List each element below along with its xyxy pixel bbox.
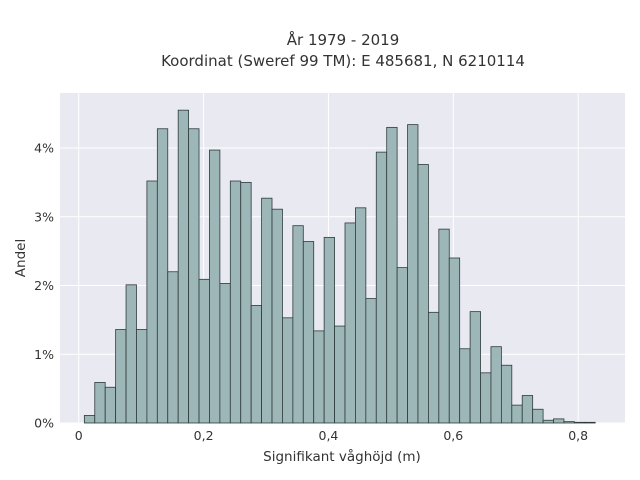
histogram-bar <box>146 180 158 424</box>
histogram-bar <box>219 283 231 424</box>
y-tick-labels: 0% 1% 2% 3% 4% <box>34 141 54 431</box>
histogram-bar <box>104 386 117 424</box>
histogram-bar <box>584 421 596 424</box>
histogram-bar <box>188 128 200 424</box>
histogram-bar <box>323 236 335 424</box>
histogram-bar <box>177 109 190 424</box>
histogram-bar <box>386 126 398 424</box>
histogram-bar <box>417 164 429 424</box>
histogram-bar <box>355 207 367 424</box>
histogram-bar <box>271 208 283 424</box>
histogram-bar <box>511 404 523 424</box>
histogram-bar <box>573 421 586 424</box>
histogram-bar <box>521 395 534 424</box>
histogram-bars <box>83 109 596 424</box>
histogram-bar <box>375 151 388 424</box>
histogram-bar <box>396 267 408 424</box>
histogram-bar <box>334 325 346 424</box>
x-tick-label: 0,6 <box>443 428 463 443</box>
y-tick-label: 2% <box>34 278 54 293</box>
histogram-bar <box>167 271 179 424</box>
histogram-bar <box>261 197 273 424</box>
histogram-bar <box>240 181 252 424</box>
histogram-bar <box>209 149 221 424</box>
histogram-bar <box>94 382 106 424</box>
chart-title-line1: År 1979 - 2019 <box>287 30 400 49</box>
y-axis-label: Andel <box>13 239 29 277</box>
histogram-bar <box>125 284 137 424</box>
histogram-bar <box>459 348 471 424</box>
histogram-bar <box>438 228 450 424</box>
histogram-bar <box>428 311 440 424</box>
histogram-bar <box>229 180 242 424</box>
histogram-bar <box>490 346 502 424</box>
histogram-bar <box>407 124 419 424</box>
y-tick-label: 4% <box>34 141 54 156</box>
histogram-bar <box>302 241 315 424</box>
histogram-bar <box>365 298 377 424</box>
histogram-bar <box>198 278 210 424</box>
histogram-bar <box>282 317 294 424</box>
histogram-bar <box>532 408 544 424</box>
histogram-bar <box>553 418 565 424</box>
histogram-bar <box>83 415 96 424</box>
x-tick-label: 0 <box>75 428 83 443</box>
histogram-bar <box>448 257 461 424</box>
histogram-bar <box>313 330 325 424</box>
histogram-bar <box>250 305 262 424</box>
histogram-bar <box>292 225 304 424</box>
histogram-bar <box>344 222 356 424</box>
y-tick-label: 0% <box>34 416 54 431</box>
x-tick-label: 0,8 <box>568 428 588 443</box>
y-tick-label: 1% <box>34 347 54 362</box>
chart-title-line2: Koordinat (Sweref 99 TM): E 485681, N 62… <box>161 52 525 70</box>
x-tick-label: 0,2 <box>194 428 214 443</box>
histogram-bar <box>136 329 148 424</box>
histogram-bar <box>469 311 481 424</box>
histogram-bar <box>156 128 169 424</box>
x-axis-label: Signifikant våghöjd (m) <box>263 448 421 465</box>
histogram-bar <box>542 419 554 424</box>
histogram-bar <box>115 329 127 424</box>
histogram-bar <box>500 364 513 424</box>
x-tick-label: 0,4 <box>319 428 339 443</box>
y-tick-label: 3% <box>34 209 54 224</box>
x-tick-labels: 0 0,2 0,4 0,6 0,8 <box>75 428 588 443</box>
histogram-bar <box>563 421 575 424</box>
histogram-bar <box>480 372 492 424</box>
